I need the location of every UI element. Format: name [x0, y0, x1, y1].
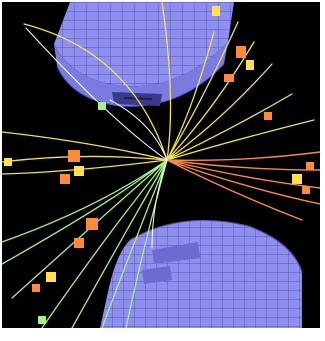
bottom-detector-endcap	[100, 219, 303, 328]
green-tracks	[2, 159, 168, 328]
orange-tracks	[166, 151, 320, 221]
event-display-image	[2, 2, 320, 328]
particle-tracks	[2, 2, 320, 328]
particle-collision-scene	[2, 2, 320, 328]
calorimeter-hits	[4, 6, 314, 324]
top-detector-endcap	[54, 2, 234, 107]
